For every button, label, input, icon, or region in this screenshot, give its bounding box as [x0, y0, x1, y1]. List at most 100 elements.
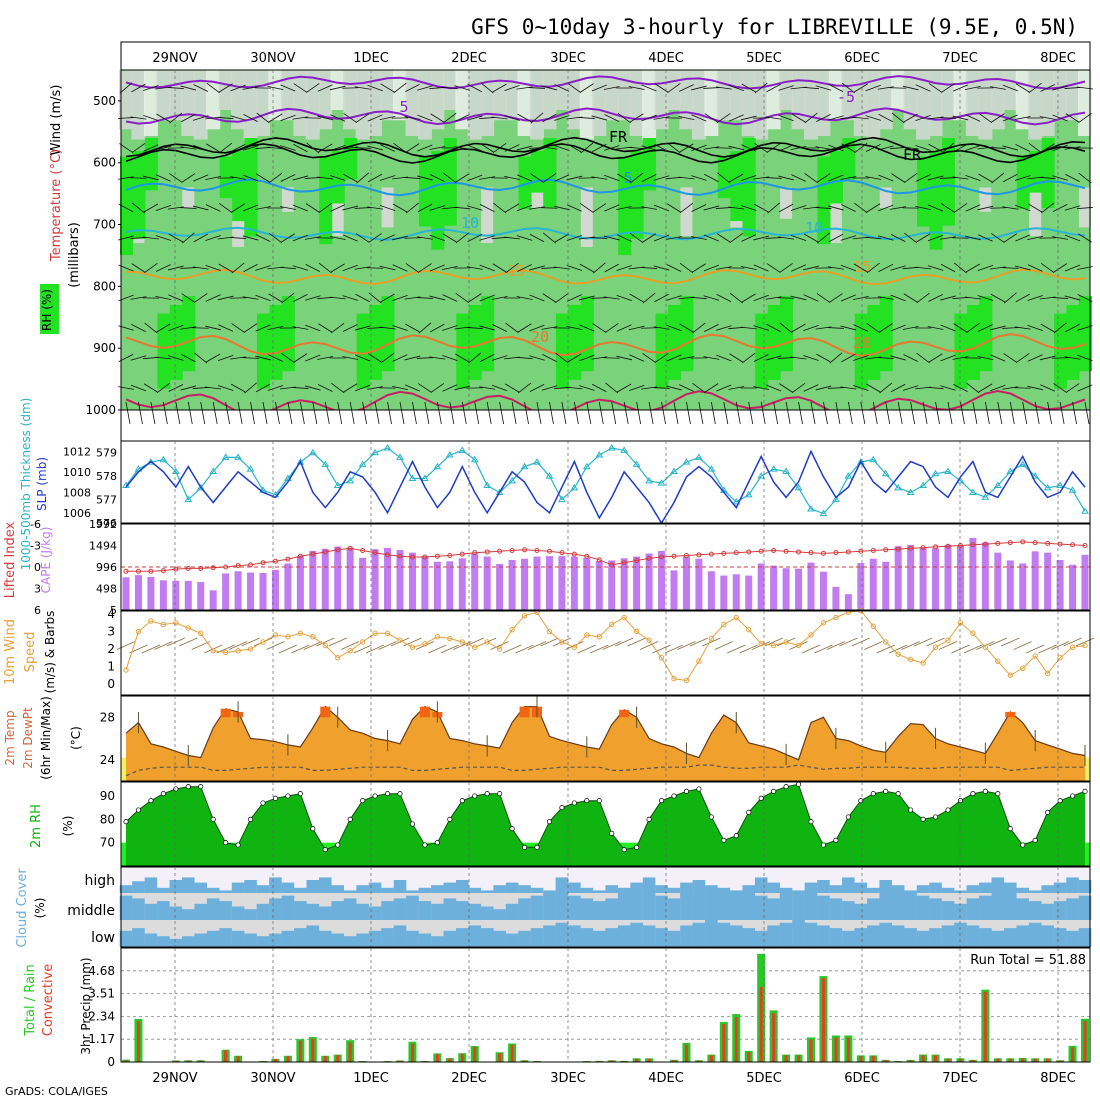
cloud-bar-middle — [941, 901, 955, 920]
wind-barb — [679, 262, 694, 274]
thickness-point — [346, 476, 355, 484]
wind-barb — [255, 234, 271, 242]
wind-barb — [479, 204, 495, 212]
contour-label: 5 — [623, 169, 632, 187]
rh-point — [596, 798, 602, 804]
thickness-point — [184, 495, 193, 503]
rh-dry-patch — [231, 70, 246, 130]
thickness-point — [869, 455, 878, 463]
wind-barb — [977, 355, 994, 361]
date-label-top: 1DEC — [353, 51, 389, 66]
cloud-bar-high — [842, 877, 855, 893]
wind-barb-surface — [262, 401, 268, 425]
wind-barb — [1014, 175, 1031, 181]
cloud-bar-middle — [269, 898, 282, 920]
wind-barb — [292, 234, 308, 242]
wind-speed-point — [621, 614, 627, 621]
wind-speed-point — [546, 628, 553, 635]
wind-barb — [728, 114, 744, 122]
wind-barb — [803, 384, 819, 392]
wind-barb — [952, 237, 969, 239]
wind-barb — [479, 235, 495, 241]
temp-tick: 24 — [100, 753, 115, 767]
wind-barb — [180, 85, 197, 91]
wind-barb — [304, 385, 321, 391]
wind-speed-point — [795, 642, 802, 649]
cloud-bar-middle — [119, 895, 133, 920]
rh-point — [995, 791, 1001, 797]
precip-convective-bar — [1033, 1058, 1037, 1062]
thickness-point — [296, 458, 305, 465]
wind-barb — [1002, 145, 1019, 151]
cape-bar — [172, 580, 180, 610]
rh-moist-patch — [817, 156, 831, 245]
rh-point — [771, 788, 777, 794]
wind-barb — [940, 236, 956, 240]
cape-bar — [421, 556, 429, 610]
surface-wind-barb — [241, 637, 260, 647]
cape-bar — [346, 547, 354, 610]
cape-bar — [608, 560, 616, 610]
wind-barb — [392, 264, 408, 272]
slp-series — [125, 449, 1086, 525]
wind-barb-surface — [947, 401, 953, 425]
wind-barb — [193, 84, 209, 92]
wind-barb — [666, 295, 682, 301]
wind-barb — [466, 115, 483, 121]
lifted-index-point — [210, 565, 216, 571]
rh-point — [347, 816, 353, 822]
wind-barb — [741, 175, 757, 181]
wind-barb — [217, 116, 234, 120]
cloud-bar-middle — [1028, 901, 1042, 920]
lifted-index-point — [708, 551, 714, 557]
wind-barb — [990, 293, 1006, 303]
thickness-point — [757, 472, 766, 479]
wind-barb — [779, 322, 793, 334]
thickness-point — [657, 479, 666, 486]
wind-barb — [130, 177, 147, 179]
lifted-index-point — [534, 548, 540, 554]
li-tick: -3 — [30, 540, 41, 553]
wind-barb — [404, 237, 421, 239]
wind-barb — [865, 236, 882, 240]
rh-point — [696, 786, 702, 792]
cloud-bar-middle — [480, 906, 494, 920]
rh-dry-patch — [567, 70, 582, 130]
slp-axis-label: SLP (mb) — [35, 457, 49, 511]
cloud-bar-low — [717, 922, 731, 947]
cloud-bar-middle — [966, 898, 980, 920]
wind-barb — [715, 147, 732, 149]
wind-barb — [617, 383, 632, 393]
wind-barb — [242, 235, 259, 241]
rh-point — [783, 784, 789, 790]
precip-convective-bar — [821, 978, 825, 1062]
wind-barb — [180, 326, 197, 330]
rh-moist-patch — [979, 296, 993, 372]
wind-barb — [242, 86, 259, 90]
rh-moist-patch — [1054, 313, 1068, 389]
wind-barb — [840, 294, 856, 302]
cloud-bar-low — [356, 933, 369, 947]
wind-barb — [393, 82, 407, 94]
wind-barb — [690, 296, 707, 300]
cloud-unit-label: (%) — [33, 898, 47, 919]
wind-barb — [392, 295, 408, 301]
rh-moist-patch — [219, 156, 233, 199]
surface-wind-barb — [938, 641, 958, 650]
lifted-index-point — [509, 548, 515, 554]
wind-barb — [1015, 204, 1031, 212]
cloud-bar-high — [717, 887, 731, 893]
credit-label: GrADS: COLA/IGES — [5, 1085, 108, 1098]
cloud-bar-low — [294, 928, 307, 947]
wind-barb-surface — [661, 401, 666, 425]
cloud-bar-middle — [879, 893, 893, 920]
wind-tick: 4 — [107, 607, 115, 621]
contour-label: FR — [609, 128, 628, 146]
wind-barb — [579, 385, 595, 391]
wind-barb — [841, 353, 856, 363]
wind-speed-point — [746, 627, 752, 633]
cloud-bar-high — [530, 887, 544, 893]
thickness-point — [807, 504, 815, 512]
cloud-bar-middle — [555, 893, 569, 920]
cloud-bar-high — [281, 882, 295, 893]
